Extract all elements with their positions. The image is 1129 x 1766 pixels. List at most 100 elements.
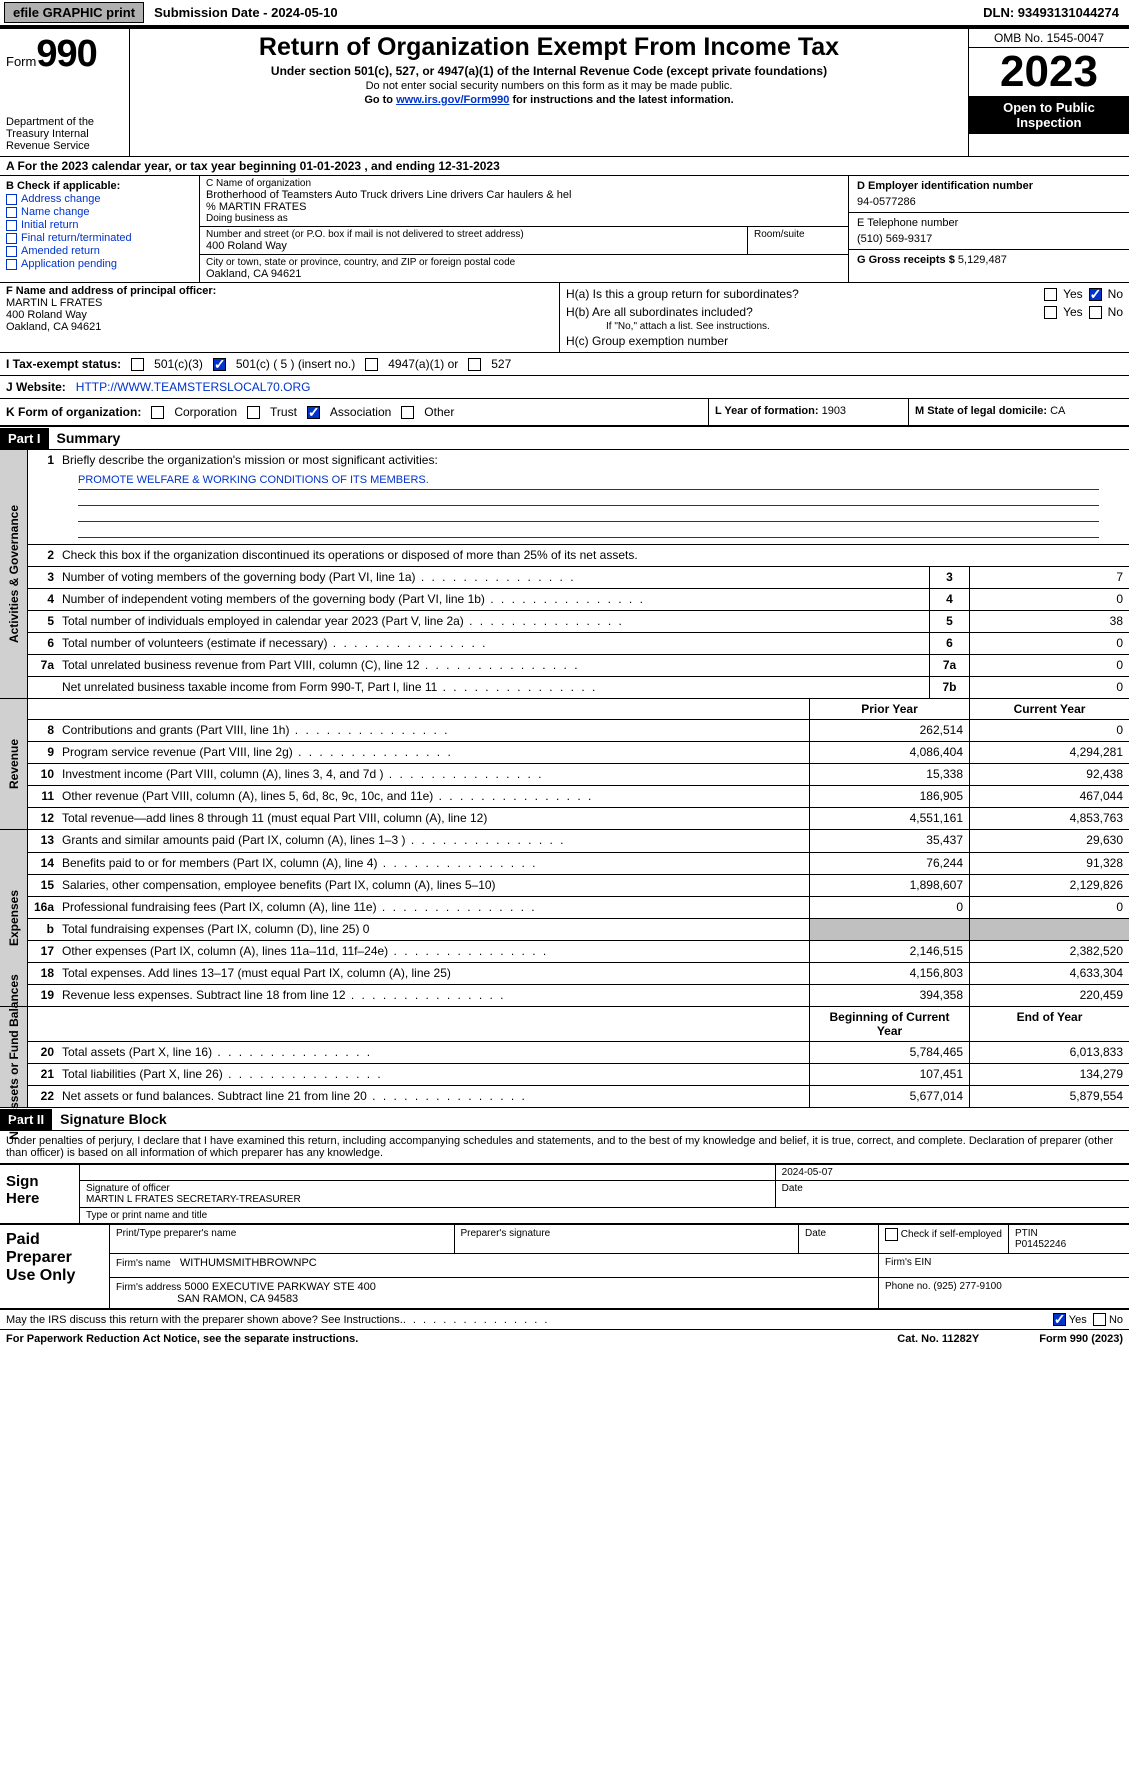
firm-name: WITHUMSMITHBROWNPC [180,1257,317,1269]
gross-label: G Gross receipts $ [857,254,955,266]
mission-label: Briefly describe the organization's miss… [58,450,1129,472]
officer-label: F Name and address of principal officer: [6,285,553,297]
chk-amended-return[interactable]: Amended return [6,245,193,257]
paid-preparer-label: Paid Preparer Use Only [0,1225,110,1308]
p12: 4,551,161 [809,808,969,829]
c16a: 0 [969,897,1129,918]
val-4: 0 [969,589,1129,610]
form-org-label: K Form of organization: [6,405,141,419]
omb-number: OMB No. 1545-0047 [969,29,1129,48]
sig-intro: Under penalties of perjury, I declare th… [0,1130,1129,1163]
chk-trust[interactable] [247,406,260,419]
chk-assoc[interactable] [307,406,320,419]
firm-addr1: 5000 EXECUTIVE PARKWAY STE 400 [184,1281,376,1293]
ha-no-check[interactable] [1089,288,1102,301]
ha-yes-check[interactable] [1044,288,1057,301]
c18: 4,633,304 [969,963,1129,984]
website-value[interactable]: HTTP://WWW.TEAMSTERSLOCAL70.ORG [76,380,311,394]
hb-note: If "No," attach a list. See instructions… [566,321,1123,332]
p11: 186,905 [809,786,969,807]
box-d: D Employer identification number 94-0577… [849,176,1129,282]
firm-addr2: SAN RAMON, CA 94583 [177,1293,298,1305]
chk-name-change[interactable]: Name change [6,206,193,218]
side-revenue: Revenue [0,699,28,829]
goto-post: for instructions and the latest informat… [509,94,733,106]
p18: 4,156,803 [809,963,969,984]
hb-no-check[interactable] [1089,306,1102,319]
form-footer: Form 990 (2023) [1039,1333,1123,1345]
val-3: 7 [969,567,1129,588]
efile-print-button[interactable]: efile GRAPHIC print [4,2,144,23]
chk-527[interactable] [468,358,481,371]
ein-value: 94-0577286 [857,196,1121,208]
part1-label: Part I [0,428,49,449]
c13: 29,630 [969,830,1129,852]
top-bar: efile GRAPHIC print Submission Date - 20… [0,0,1129,27]
form-subtitle: Under section 501(c), 527, or 4947(a)(1)… [138,64,960,78]
p9: 4,086,404 [809,742,969,763]
c14: 91,328 [969,853,1129,874]
org-name-label: C Name of organization [206,178,842,189]
col-prior: Prior Year [809,699,969,719]
box-b-label: B Check if applicable: [6,180,193,192]
form-label: Form [6,54,36,69]
officer-addr2: Oakland, CA 94621 [6,321,553,333]
part2-title: Signature Block [52,1108,175,1130]
city-state-zip: Oakland, CA 94621 [206,268,842,280]
form-title: Return of Organization Exempt From Incom… [138,33,960,62]
box-b: B Check if applicable: Address change Na… [0,176,200,282]
col-current: Current Year [969,699,1129,719]
website-label: J Website: [6,380,66,394]
form-number: 990 [36,33,96,75]
hb-yes-check[interactable] [1044,306,1057,319]
org-name-2: % MARTIN FRATES [206,201,842,213]
chk-self-employed[interactable] [885,1228,898,1241]
discuss-yes-check[interactable] [1053,1313,1066,1326]
tel-value: (510) 569-9317 [857,233,1121,245]
part1-header: Part I Summary [0,427,1129,450]
tel-label: E Telephone number [857,217,1121,229]
chk-application-pending[interactable]: Application pending [6,258,193,270]
chk-corp[interactable] [151,406,164,419]
part2-header: Part II Signature Block [0,1108,1129,1130]
ptin-value: P01452246 [1015,1239,1123,1250]
footer-last: For Paperwork Reduction Act Notice, see … [0,1330,1129,1348]
section-bcd: B Check if applicable: Address change Na… [0,175,1129,282]
tax-year: 2023 [969,48,1129,96]
goto-pre: Go to [364,94,396,106]
row-exempt: I Tax-exempt status: 501(c)(3) 501(c) ( … [0,352,1129,375]
val-6: 0 [969,633,1129,654]
row-fh: F Name and address of principal officer:… [0,282,1129,352]
ein-label: D Employer identification number [857,180,1121,192]
org-name-1: Brotherhood of Teamsters Auto Truck driv… [206,189,842,201]
expenses-section: Expenses 13Grants and similar amounts pa… [0,830,1129,1007]
c8: 0 [969,720,1129,741]
chk-501c3[interactable] [131,358,144,371]
officer-addr1: 400 Roland Way [6,309,553,321]
chk-4947[interactable] [365,358,378,371]
c11: 467,044 [969,786,1129,807]
ha-label: H(a) Is this a group return for subordin… [566,287,1038,301]
p17: 2,146,515 [809,941,969,962]
chk-other[interactable] [401,406,414,419]
discuss-row: May the IRS discuss this return with the… [0,1310,1129,1330]
chk-final-return[interactable]: Final return/terminated [6,232,193,244]
p16a: 0 [809,897,969,918]
part1-title: Summary [49,427,129,449]
row-a-tax-year: A For the 2023 calendar year, or tax yea… [0,156,1129,175]
c17: 2,382,520 [969,941,1129,962]
city-label: City or town, state or province, country… [206,257,842,268]
revenue-section: Revenue Prior YearCurrent Year 8Contribu… [0,699,1129,830]
discuss-no-check[interactable] [1093,1313,1106,1326]
hb-label: H(b) Are all subordinates included? [566,305,1038,319]
p15: 1,898,607 [809,875,969,896]
p19: 394,358 [809,985,969,1006]
hc-label: H(c) Group exemption number [566,334,728,348]
room-label: Room/suite [748,227,848,254]
chk-initial-return[interactable]: Initial return [6,219,193,231]
exempt-label: I Tax-exempt status: [6,357,121,371]
irs-link[interactable]: www.irs.gov/Form990 [396,94,509,106]
chk-501c[interactable] [213,358,226,371]
chk-address-change[interactable]: Address change [6,193,193,205]
col-begin: Beginning of Current Year [809,1007,969,1041]
